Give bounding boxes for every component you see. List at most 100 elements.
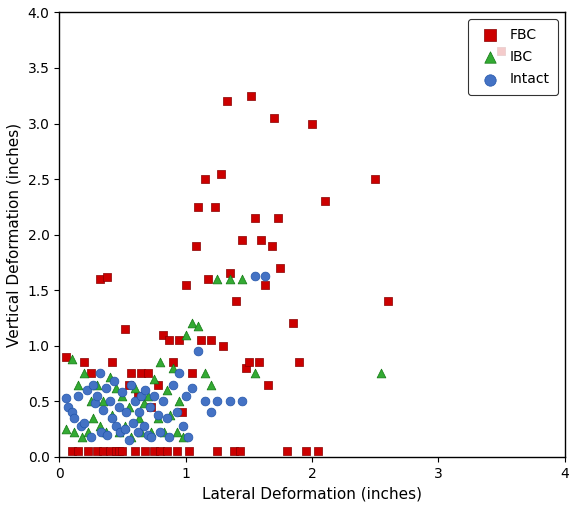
FBC: [147, 403, 156, 411]
Intact: [147, 433, 156, 441]
Y-axis label: Vertical Deformation (inches): Vertical Deformation (inches): [7, 122, 22, 346]
IBC: [200, 369, 209, 377]
FBC: [86, 369, 96, 377]
Intact: [133, 428, 142, 436]
Intact: [153, 410, 162, 419]
FBC: [273, 214, 282, 222]
Intact: [139, 422, 149, 430]
FBC: [289, 320, 298, 328]
FBC: [254, 358, 263, 366]
FBC: [74, 447, 83, 455]
IBC: [118, 392, 127, 400]
IBC: [187, 320, 196, 328]
FBC: [244, 358, 253, 366]
Intact: [260, 272, 270, 280]
IBC: [149, 375, 158, 383]
FBC: [168, 358, 177, 366]
IBC: [168, 364, 177, 372]
Intact: [89, 380, 98, 389]
IBC: [70, 428, 79, 436]
FBC: [127, 369, 136, 377]
Intact: [168, 380, 177, 389]
IBC: [143, 392, 152, 400]
IBC: [139, 399, 149, 407]
FBC: [175, 336, 184, 344]
FBC: [103, 273, 112, 281]
FBC: [95, 275, 104, 283]
Intact: [225, 397, 234, 405]
IBC: [77, 433, 86, 441]
Intact: [74, 392, 83, 400]
FBC: [210, 203, 219, 211]
IBC: [153, 414, 162, 422]
FBC: [191, 242, 200, 250]
Intact: [109, 377, 118, 385]
Intact: [103, 430, 112, 438]
FBC: [308, 119, 317, 128]
IBC: [225, 275, 234, 283]
IBC: [134, 414, 143, 422]
FBC: [320, 197, 329, 205]
FBC: [137, 369, 146, 377]
FBC: [251, 214, 260, 222]
IBC: [95, 422, 104, 430]
FBC: [143, 369, 152, 377]
IBC: [251, 369, 260, 377]
FBC: [276, 264, 285, 272]
Intact: [115, 428, 124, 436]
Intact: [194, 347, 203, 355]
IBC: [61, 425, 70, 433]
Intact: [251, 272, 260, 280]
Intact: [127, 380, 136, 389]
IBC: [181, 331, 190, 339]
Intact: [238, 397, 247, 405]
FBC: [236, 447, 245, 455]
FBC: [93, 447, 102, 455]
Intact: [181, 392, 190, 400]
FBC: [242, 364, 251, 372]
Intact: [105, 397, 115, 405]
Intact: [67, 408, 77, 417]
Intact: [162, 414, 171, 422]
FBC: [282, 447, 291, 455]
IBC: [89, 414, 98, 422]
Legend: FBC, IBC, Intact: FBC, IBC, Intact: [468, 19, 558, 94]
FBC: [223, 97, 232, 105]
Intact: [130, 397, 139, 405]
FBC: [99, 447, 108, 455]
FBC: [196, 336, 206, 344]
FBC: [181, 280, 190, 289]
FBC: [204, 275, 213, 283]
Intact: [70, 414, 79, 422]
FBC: [67, 447, 77, 455]
Intact: [108, 414, 117, 422]
Intact: [112, 422, 121, 430]
Intact: [149, 392, 158, 400]
Intact: [165, 433, 174, 441]
FBC: [270, 114, 279, 122]
IBC: [166, 410, 175, 419]
FBC: [229, 447, 238, 455]
IBC: [162, 386, 171, 394]
IBC: [74, 380, 83, 389]
Intact: [63, 403, 73, 411]
FBC: [370, 175, 380, 183]
FBC: [187, 369, 196, 377]
Intact: [76, 422, 85, 430]
Intact: [200, 397, 209, 405]
Intact: [146, 403, 155, 411]
FBC: [112, 447, 121, 455]
IBC: [67, 355, 77, 363]
Intact: [206, 408, 215, 417]
Intact: [114, 403, 123, 411]
X-axis label: Lateral Deformation (inches): Lateral Deformation (inches): [202, 486, 422, 501]
IBC: [101, 428, 111, 436]
Intact: [61, 394, 70, 402]
Intact: [156, 428, 165, 436]
IBC: [108, 410, 117, 419]
FBC: [260, 280, 270, 289]
FBC: [120, 325, 130, 333]
Intact: [128, 420, 137, 428]
FBC: [80, 358, 89, 366]
FBC: [141, 447, 150, 455]
